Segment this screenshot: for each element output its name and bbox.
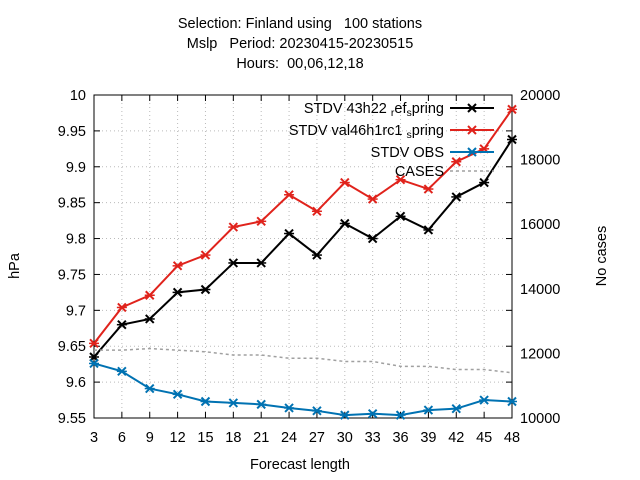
- x-tick-label: 3: [90, 430, 98, 446]
- y-tick-label: 9.65: [58, 339, 86, 355]
- x-tick-label: 39: [420, 430, 436, 446]
- title-line-selection: Selection: Finland using 100 stations: [177, 16, 423, 32]
- y-tick-label: 10: [70, 88, 86, 104]
- x-tick-label: 36: [392, 430, 408, 446]
- y-tick-label: 9.55: [58, 411, 86, 427]
- y-tick-label: 9.7: [66, 303, 86, 319]
- y-tick-label: 9.75: [58, 267, 86, 283]
- title-line-period: Mslp Period: 20230415-20230515: [186, 36, 414, 52]
- y-tick-label: 9.85: [58, 196, 86, 212]
- x-tick-label: 15: [197, 430, 213, 446]
- y-tick-label: 9.95: [58, 124, 86, 140]
- y2-tick-label: 16000: [520, 217, 560, 233]
- legend-label-ref: STDV 43h22 refspring: [304, 101, 444, 119]
- legend-label-cases: CASES: [395, 164, 444, 180]
- y2-axis-label: No cases: [594, 225, 611, 287]
- x-tick-label: 9: [146, 430, 154, 446]
- x-tick-label: 33: [365, 430, 381, 446]
- x-axis-label: Forecast length: [250, 457, 350, 473]
- y-tick-label: 9.6: [66, 375, 86, 391]
- legend-label-obs: STDV OBS: [371, 145, 444, 161]
- y2-tick-label: 12000: [520, 346, 560, 362]
- x-tick-label: 48: [504, 430, 520, 446]
- x-tick-label: 30: [337, 430, 353, 446]
- y2-tick-label: 10000: [520, 411, 560, 427]
- y2-tick-label: 14000: [520, 282, 560, 298]
- x-tick-label: 45: [476, 430, 492, 446]
- y2-tick-label: 20000: [520, 88, 560, 104]
- series-line-val: [93, 108, 513, 344]
- x-tick-label: 42: [448, 430, 464, 446]
- y2-tick-label: 18000: [520, 153, 560, 169]
- y-tick-label: 9.8: [66, 232, 86, 248]
- series-line-ref: [93, 138, 513, 358]
- title-line-hours: Hours: 00,06,12,18: [236, 56, 364, 72]
- series-line-obs: [93, 362, 513, 417]
- x-tick-label: 12: [170, 430, 186, 446]
- x-tick-label: 18: [225, 430, 241, 446]
- x-tick-label: 21: [253, 430, 269, 446]
- series-line-cases: [94, 347, 513, 374]
- x-tick-label: 24: [281, 430, 297, 446]
- y-tick-label: 9.9: [66, 160, 86, 176]
- legend-label-val: STDV val46h1rc1 spring: [289, 123, 444, 141]
- plot-frame: [93, 94, 513, 419]
- x-tick-label: 27: [309, 430, 325, 446]
- y-axis-label: hPa: [6, 253, 23, 279]
- x-tick-label: 6: [118, 430, 126, 446]
